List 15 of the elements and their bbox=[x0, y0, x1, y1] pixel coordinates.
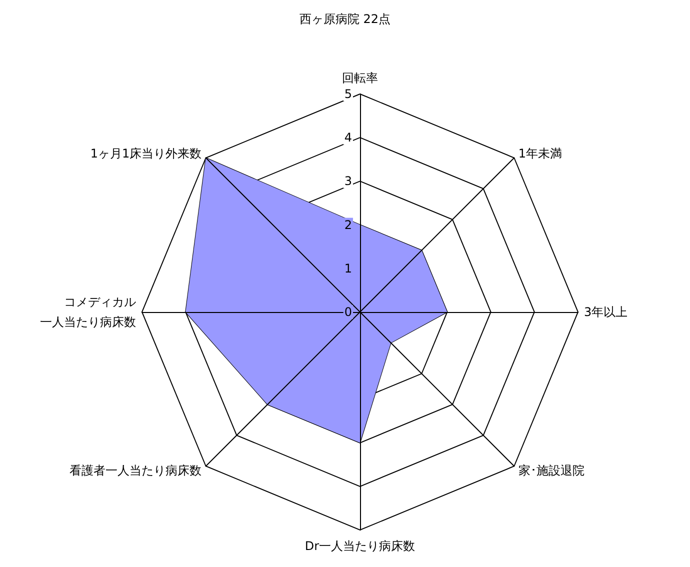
y-tick-label: 4 bbox=[344, 130, 352, 145]
spoke-label: 家･施設退院 bbox=[518, 463, 584, 478]
y-tick-label: 3 bbox=[344, 174, 352, 188]
spoke-label: コメディカル一人当たり病床数 bbox=[40, 295, 136, 329]
spoke-label: 1年未満 bbox=[518, 146, 562, 161]
y-tick-label: 1 bbox=[344, 261, 352, 276]
y-tick-label: 2 bbox=[344, 218, 352, 232]
spoke-label: Dr一人当たり病床数 bbox=[304, 539, 416, 553]
spoke-label: 看護者一人当たり病床数 bbox=[70, 463, 202, 478]
chart-title: 西ヶ原病院 22点 bbox=[299, 12, 391, 26]
spoke-label: 1ヶ月1床当り外来数 bbox=[90, 146, 202, 161]
y-tick-label: 5 bbox=[344, 87, 352, 101]
spoke-label: 回転率 bbox=[342, 71, 378, 85]
spoke-label: 3年以上 bbox=[584, 305, 628, 319]
y-tick-label: 0 bbox=[344, 305, 352, 319]
